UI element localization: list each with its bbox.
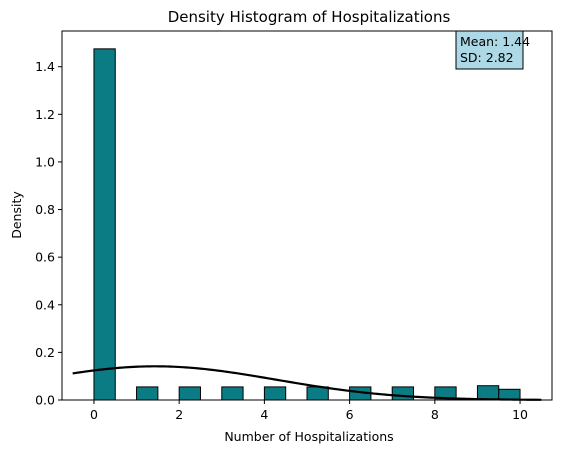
y-tick-label: 1.2 [35, 107, 55, 122]
histogram-bar-4 [263, 386, 287, 401]
y-axis-ticks: 0.0 0.2 0.4 0.6 0.8 1.0 1.2 1.4 [35, 59, 62, 408]
y-axis-label: Density [9, 191, 24, 239]
normal-density-curve [72, 365, 542, 401]
histogram-bar-1 [136, 386, 159, 401]
y-tick-label: 1.4 [35, 59, 55, 74]
stats-annotation: Mean: 1.44 SD: 2.82 [455, 30, 530, 70]
y-tick-label: 0.0 [35, 393, 55, 408]
plot-area [62, 31, 552, 400]
y-tick-label: 0.2 [35, 345, 55, 360]
plot-frame [61, 30, 553, 401]
histogram-bar-9 [476, 385, 500, 401]
histogram-bar-0 [93, 48, 116, 401]
bars-layer [93, 48, 521, 401]
histogram-bar-2 [178, 386, 201, 401]
x-tick-label: 10 [512, 407, 528, 422]
y-tick-label: 0.4 [35, 297, 55, 312]
x-axis-label: Number of Hospitalizations [224, 429, 393, 444]
histogram-bar-7 [391, 386, 415, 401]
y-tick-label: 0.8 [35, 202, 55, 217]
x-tick-label: 0 [90, 407, 98, 422]
chart-title: Density Histogram of Hospitalizations [168, 8, 451, 26]
x-tick-label: 4 [260, 407, 268, 422]
y-tick-label: 1.0 [35, 154, 55, 169]
x-tick-label: 2 [175, 407, 183, 422]
stats-sd: SD: 2.82 [460, 50, 514, 65]
stats-box [455, 30, 524, 70]
y-tick-label: 0.6 [35, 250, 55, 265]
histogram-bar-5 [306, 386, 329, 401]
stats-mean: Mean: 1.44 [460, 34, 530, 49]
x-tick-label: 6 [346, 407, 354, 422]
x-tick-label: 8 [431, 407, 439, 422]
x-axis-ticks: 0 2 4 6 8 10 [90, 400, 528, 422]
histogram-bar-3 [221, 386, 244, 401]
